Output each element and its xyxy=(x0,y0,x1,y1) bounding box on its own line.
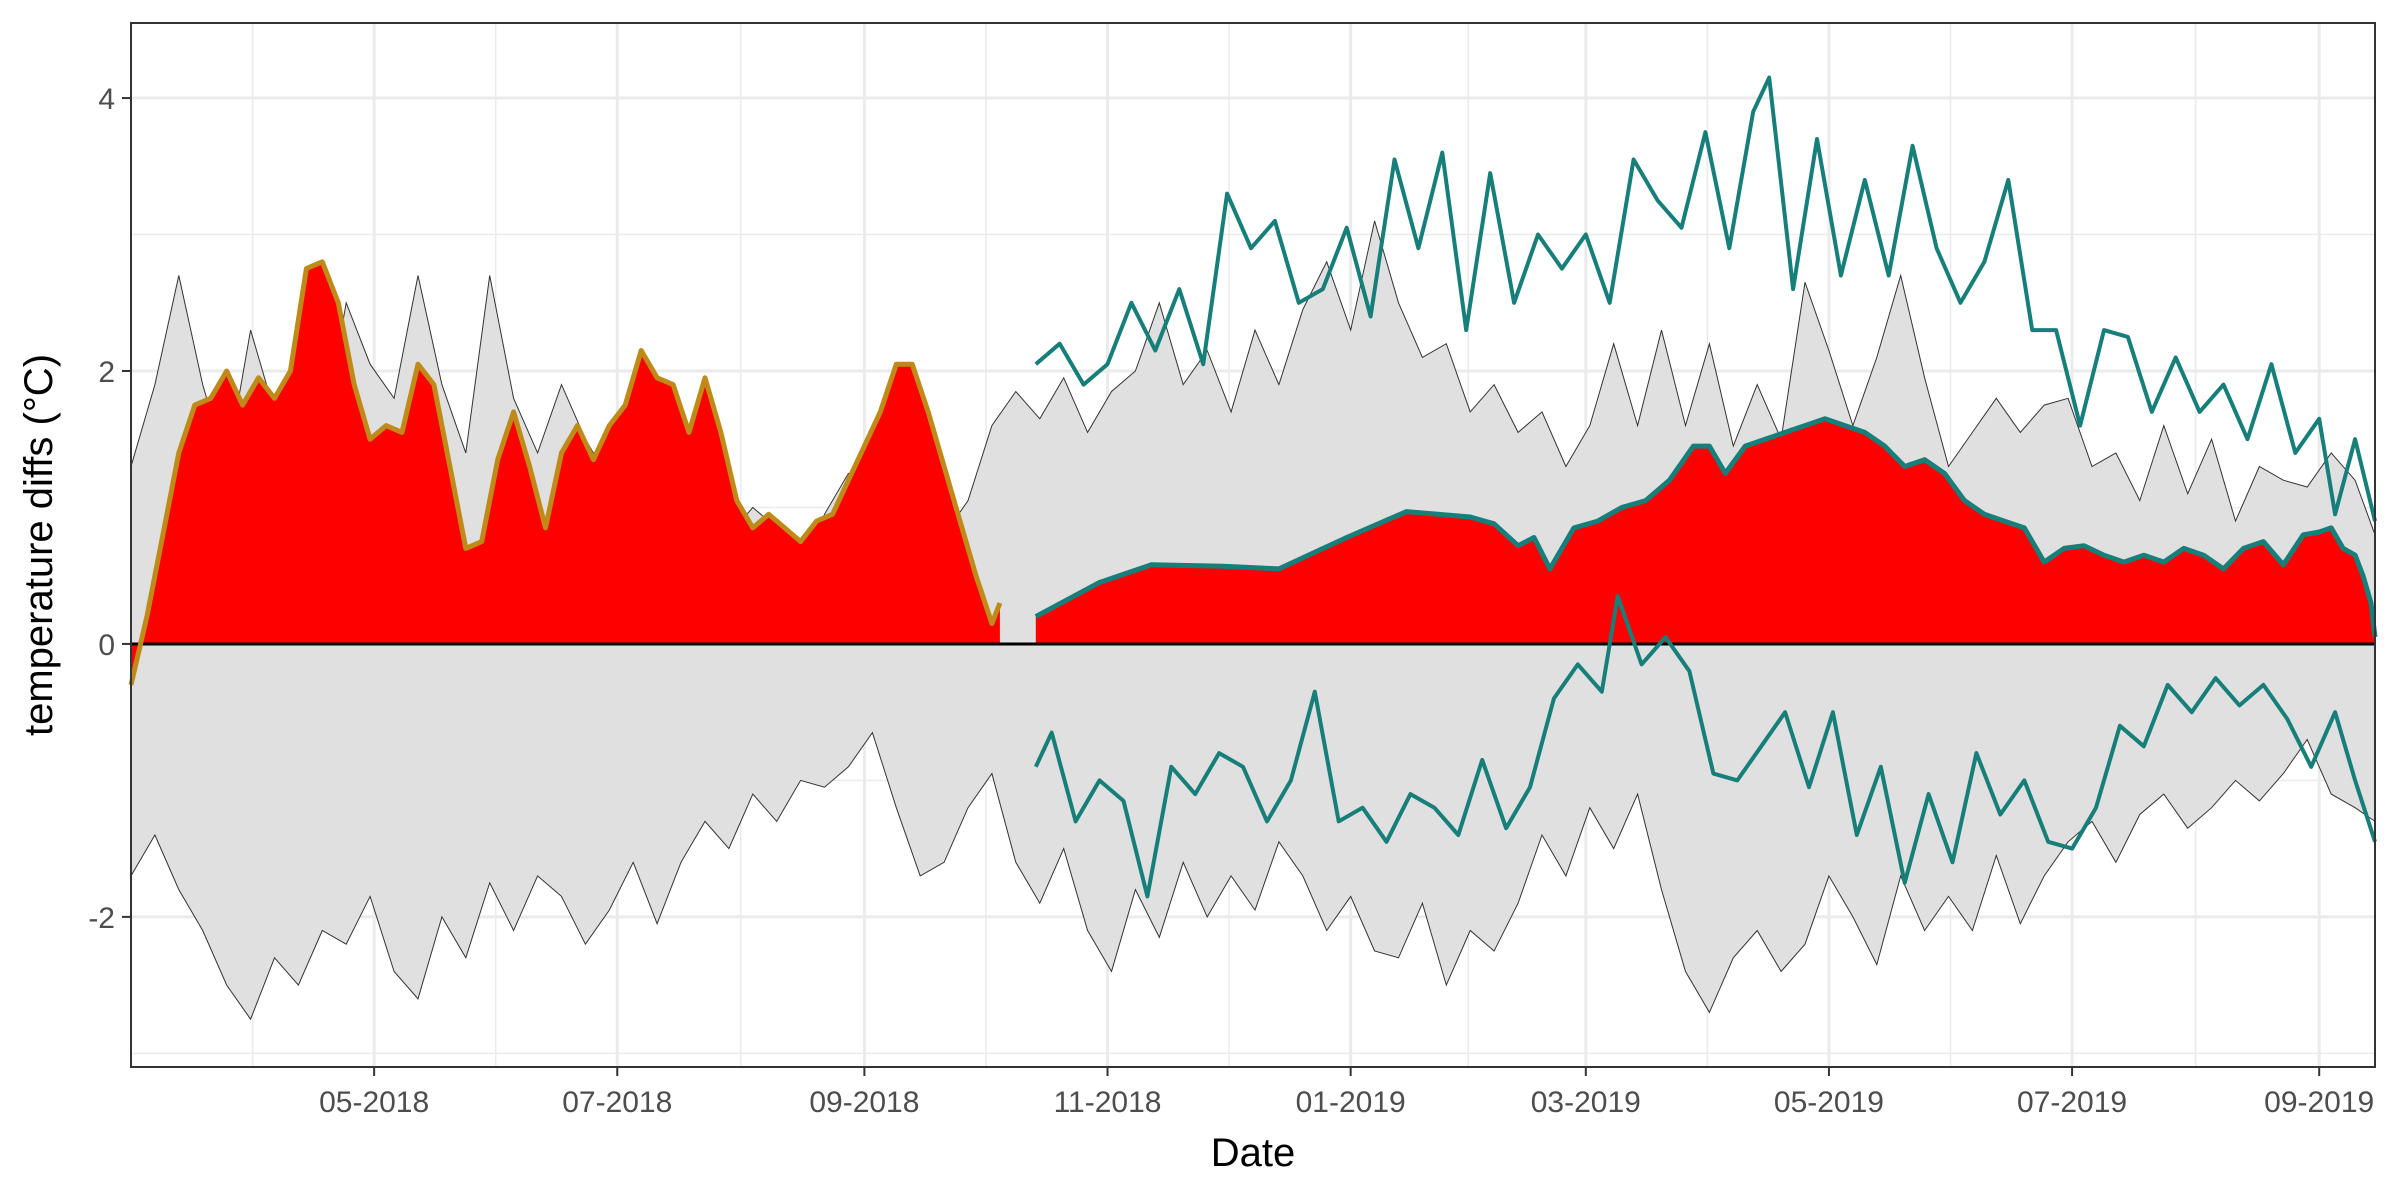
y-tick-label: 2 xyxy=(98,356,115,389)
teal-outline-line xyxy=(1034,416,2378,638)
x-axis: 05-2018 07-2018 09-2018 11-2018 01-2019 03-20… xyxy=(319,1067,2374,1119)
y-axis-title: temperature diffs (°C) xyxy=(17,354,61,736)
y-tick-label: 4 xyxy=(98,83,115,116)
red-area-period-2 xyxy=(1035,418,2375,644)
envelope-upper-line xyxy=(130,220,2376,571)
teal-lower-line xyxy=(1033,594,2377,899)
y-tick-label: 0 xyxy=(98,629,115,662)
envelope-lower-line xyxy=(130,731,2376,1021)
red-area-period-1 xyxy=(131,261,1000,685)
gold-line xyxy=(128,259,1003,686)
teal-upper-line xyxy=(1034,75,2377,522)
x-tick-label: 01-2019 xyxy=(1296,1086,1406,1119)
y-axis: -2 0 2 4 xyxy=(88,83,131,935)
x-tick-label: 03-2019 xyxy=(1531,1086,1641,1119)
x-axis-title: Date xyxy=(1211,1131,1296,1175)
x-tick-label: 05-2019 xyxy=(1774,1086,1884,1119)
x-tick-label: 07-2019 xyxy=(2017,1086,2127,1119)
x-tick-label: 05-2018 xyxy=(319,1086,429,1119)
panel-border xyxy=(130,22,2376,1068)
x-tick-label: 09-2018 xyxy=(809,1086,919,1119)
x-tick-label: 07-2018 xyxy=(562,1086,672,1119)
x-tick-label: 11-2018 xyxy=(1054,1086,1162,1119)
x-tick-label: 09-2019 xyxy=(2264,1086,2374,1119)
y-tick-label: -2 xyxy=(88,902,115,935)
